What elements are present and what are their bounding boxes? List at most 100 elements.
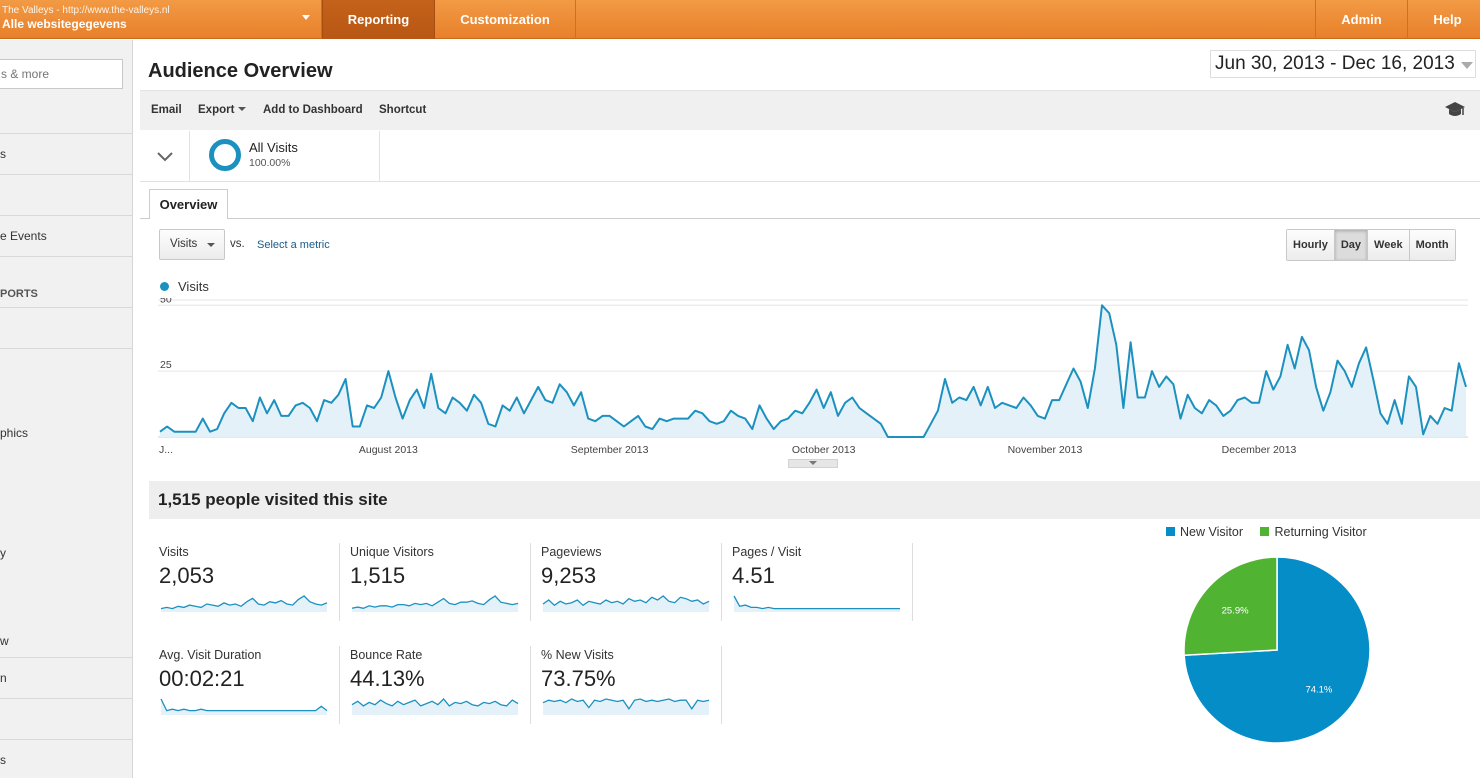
- metric-tile[interactable]: Bounce Rate 44.13%: [350, 648, 530, 728]
- granularity-month-button[interactable]: Month: [1408, 230, 1455, 260]
- segment-all-visits[interactable]: All Visits 100.00%: [190, 131, 380, 181]
- metric-divider: [912, 543, 913, 621]
- metric-divider: [530, 543, 531, 621]
- sidebar-divider: [0, 307, 132, 308]
- legend-swatch-returning: [1260, 527, 1270, 536]
- metric-sparkline: [351, 595, 519, 612]
- x-tick-label: December 2013: [1222, 444, 1297, 456]
- sidebar-item[interactable]: s: [0, 147, 6, 161]
- metric-value: 9,253: [541, 563, 597, 588]
- date-range-picker[interactable]: Jun 30, 2013 - Dec 16, 2013: [1210, 50, 1476, 78]
- metric-sparkline: [542, 595, 710, 612]
- account-name: Alle websitegegevens: [2, 17, 127, 31]
- x-tick-label: October 2013: [792, 444, 856, 456]
- chevron-down-icon: [238, 107, 247, 111]
- segment-ring-icon: [209, 139, 241, 171]
- graduation-cap-icon[interactable]: [1444, 101, 1466, 119]
- tab-overview[interactable]: Overview: [149, 189, 228, 219]
- sidebar-item[interactable]: e Events: [0, 229, 47, 243]
- segment-percent: 100.00%: [249, 157, 291, 169]
- legend-swatch-new: [1166, 527, 1175, 536]
- tab-underline: [140, 218, 1480, 219]
- pie-legend: New Visitor Returning Visitor: [1166, 525, 1367, 539]
- pie-slice-returning-visitor[interactable]: [1183, 556, 1278, 657]
- metric-label: Visits: [159, 545, 189, 559]
- metric-sparkline: [351, 698, 519, 715]
- metric-selected: Visits: [170, 238, 198, 250]
- sidebar-item[interactable]: w: [0, 634, 9, 648]
- metric-label: Pages / Visit: [732, 545, 802, 559]
- sidebar-item[interactable]: phics: [0, 426, 29, 440]
- metric-tile[interactable]: Pages / Visit 4.51: [732, 545, 912, 625]
- nav-reporting[interactable]: Reporting: [322, 0, 435, 39]
- x-tick-label: August 2013: [359, 444, 418, 456]
- nav-customization[interactable]: Customization: [435, 0, 576, 39]
- sidebar-item[interactable]: y: [0, 546, 6, 560]
- email-button[interactable]: Email: [151, 104, 182, 116]
- metric-value: 1,515: [350, 563, 406, 588]
- metric-tile[interactable]: Visits 2,053: [159, 545, 339, 625]
- export-label: Export: [198, 104, 235, 116]
- account-selector[interactable]: The Valleys - http://www.the-valleys.nl …: [0, 0, 322, 39]
- metric-label: Bounce Rate: [350, 648, 423, 662]
- top-navigation-bar: The Valleys - http://www.the-valleys.nl …: [0, 0, 1480, 39]
- summary-header: 1,515 people visited this site: [149, 481, 1480, 519]
- summary-headline: 1,515 people visited this site: [158, 490, 388, 509]
- export-button[interactable]: Export: [198, 104, 247, 116]
- metric-tile[interactable]: Avg. Visit Duration 00:02:21: [159, 648, 339, 728]
- segment-bar: All Visits 100.00%: [140, 131, 1480, 182]
- metric-divider: [721, 543, 722, 621]
- metric-sparkline: [733, 595, 900, 612]
- sidebar: s e Events PORTS phics y w n s: [0, 40, 133, 778]
- chevron-down-icon: [207, 243, 215, 247]
- nav-admin[interactable]: Admin: [1315, 0, 1407, 39]
- sidebar-divider: [0, 348, 132, 349]
- metric-divider: [339, 543, 340, 621]
- granularity-week-button[interactable]: Week: [1367, 230, 1409, 260]
- visitor-type-pie-chart[interactable]: 74.1% 25.9%: [1180, 553, 1375, 748]
- chevron-down-icon[interactable]: [302, 15, 310, 20]
- metric-sparkline: [542, 698, 710, 715]
- chevron-down-icon: [157, 152, 173, 162]
- chevron-down-icon: [809, 461, 817, 465]
- page-title: Audience Overview: [148, 60, 333, 82]
- metric-label: Avg. Visit Duration: [159, 648, 262, 662]
- metric-value: 73.75%: [541, 666, 616, 691]
- metric-divider: [339, 646, 340, 724]
- sidebar-item[interactable]: n: [0, 671, 7, 685]
- metric-value: 44.13%: [350, 666, 425, 691]
- sidebar-divider: [0, 133, 132, 134]
- chart-expand-handle[interactable]: [788, 459, 838, 468]
- sidebar-section-heading: PORTS: [0, 288, 38, 300]
- metric-sparkline: [160, 595, 328, 612]
- metric-label: Pageviews: [541, 545, 602, 559]
- visits-line-chart[interactable]: 25 50 J... August 2013 September 2013 October…: [158, 298, 1468, 460]
- pie-legend-returning: Returning Visitor: [1274, 525, 1367, 539]
- metric-tile[interactable]: % New Visits 73.75%: [541, 648, 721, 728]
- sidebar-divider: [0, 174, 132, 175]
- chevron-down-icon[interactable]: [1461, 62, 1473, 69]
- pie-legend-new: New Visitor: [1180, 525, 1243, 539]
- granularity-day-button[interactable]: Day: [1333, 230, 1368, 260]
- visits-area-fill: [160, 305, 1466, 437]
- vs-label: vs.: [230, 238, 245, 250]
- sidebar-search-input[interactable]: [0, 59, 123, 89]
- sidebar-item[interactable]: s: [0, 753, 6, 767]
- segment-toggle[interactable]: [140, 131, 190, 181]
- granularity-toggle: Hourly Day Week Month: [1286, 229, 1456, 261]
- metric-tile[interactable]: Unique Visitors 1,515: [350, 545, 530, 625]
- sidebar-divider: [0, 215, 132, 216]
- metric-dropdown[interactable]: Visits: [159, 229, 225, 260]
- sidebar-divider: [0, 739, 132, 740]
- metric-value: 2,053: [159, 563, 215, 588]
- metric-divider: [721, 646, 722, 724]
- nav-help[interactable]: Help: [1407, 0, 1480, 39]
- shortcut-button[interactable]: Shortcut: [379, 104, 427, 116]
- select-metric-link[interactable]: Select a metric: [257, 239, 330, 251]
- granularity-hourly-button[interactable]: Hourly: [1287, 230, 1334, 260]
- metric-tile[interactable]: Pageviews 9,253: [541, 545, 721, 625]
- account-url: The Valleys - http://www.the-valleys.nl: [2, 5, 170, 16]
- add-to-dashboard-button[interactable]: Add to Dashboard: [263, 104, 363, 116]
- y-tick-label: 50: [160, 298, 172, 305]
- visits-series-line: [159, 304, 1467, 438]
